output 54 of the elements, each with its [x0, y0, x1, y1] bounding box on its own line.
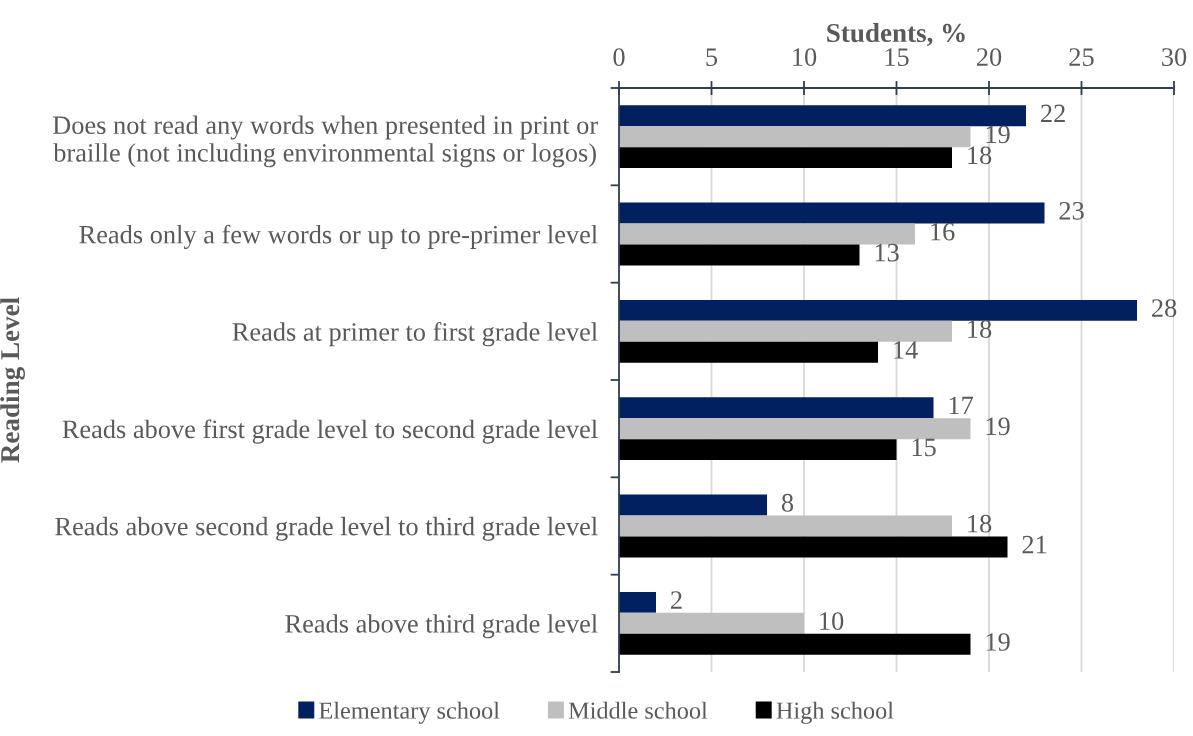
x-tick-label: 0 — [613, 48, 625, 66]
y-tick-label: Reads above third grade level — [285, 614, 598, 639]
data-label: 16 — [931, 222, 955, 241]
data-label: 19 — [986, 125, 1010, 144]
y-tick-label: Does not read any words when presented in print or braille (not including environmental signs or logos) — [52, 115, 598, 168]
bar — [619, 591, 656, 613]
data-label: 10 — [820, 612, 844, 630]
bar — [619, 202, 1045, 224]
bar — [619, 633, 971, 655]
bar — [619, 397, 934, 419]
bar — [619, 612, 804, 634]
bar — [619, 494, 767, 516]
bar — [619, 223, 915, 245]
x-tick-label: 15 — [885, 48, 909, 66]
x-tick-label: 5 — [706, 48, 718, 66]
data-label: 18 — [968, 146, 992, 165]
y-axis-title: Reading Level — [0, 297, 25, 463]
bar — [619, 105, 1026, 127]
data-label: 8 — [781, 493, 794, 512]
bar — [619, 341, 878, 363]
data-label: 13 — [875, 243, 899, 262]
bar — [619, 320, 952, 342]
x-tick-label: 10 — [793, 48, 817, 66]
x-axis-title: Students, % — [827, 23, 965, 47]
data-label: 18 — [968, 514, 992, 533]
bar — [619, 418, 971, 440]
data-label: 23 — [1059, 201, 1084, 220]
data-label: 15 — [912, 438, 936, 457]
data-label: 19 — [986, 633, 1010, 651]
data-label: 21 — [1022, 535, 1047, 554]
x-tick-label: 30 — [1162, 48, 1187, 66]
bar — [619, 244, 860, 266]
data-label: 28 — [1152, 299, 1177, 318]
data-label: 17 — [949, 396, 974, 415]
bar — [619, 515, 952, 537]
bar — [619, 439, 897, 461]
data-label: 2 — [671, 591, 682, 609]
legend-label: Elementary school — [319, 701, 500, 724]
y-tick-label: Reads only a few words or up to pre-primer level — [79, 224, 598, 249]
bar — [619, 147, 952, 169]
bar — [619, 126, 971, 148]
bar — [619, 536, 1008, 558]
bar — [619, 299, 1137, 321]
x-tick-label: 25 — [1069, 48, 1094, 66]
legend-label: Middle school — [568, 701, 708, 719]
y-tick-label: Reads above first grade level to second grade level — [62, 419, 598, 444]
legend-label: High school — [776, 701, 894, 724]
data-label: 22 — [1041, 104, 1065, 123]
y-tick-label: Reads above second grade level to third grade level — [55, 516, 598, 541]
data-label: 18 — [968, 320, 992, 338]
y-tick-label: Reads at primer to first grade level — [232, 322, 598, 347]
x-tick-label: 20 — [976, 48, 1002, 66]
data-label: 19 — [986, 417, 1010, 436]
data-label: 14 — [894, 341, 918, 359]
